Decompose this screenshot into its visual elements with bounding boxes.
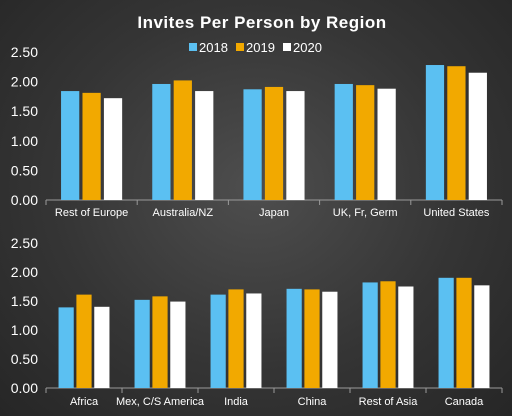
bar-2019-india [228,289,244,388]
y-tick-label: 2.50 [11,235,38,251]
x-tick-label: Australia/NZ [153,207,214,219]
bar-2020-australia-nz [195,91,214,200]
x-tick-label: Rest of Asia [359,396,419,408]
chart-title: Invites Per Person by Region [137,13,386,32]
bar-2019-rest-of-europe [82,92,101,200]
y-tick-label: 2.50 [11,44,38,60]
bar-2020-canada [474,285,490,388]
bar-2018-rest-of-asia [362,282,378,388]
bar-2020-china [322,291,338,388]
x-tick-label: Canada [445,396,484,408]
bar-2019-africa [76,294,92,388]
bar-2018-africa [58,307,74,388]
legend-swatch-2020 [283,43,291,51]
x-tick-label: Rest of Europe [55,207,128,219]
bar-2018-canada [438,277,454,388]
bar-2020-rest-of-europe [103,98,123,200]
bar-2020-india [246,293,262,388]
bar-2019-china [304,289,320,388]
bar-2019-uk-fr-germ [356,85,375,200]
y-tick-label: 0.00 [11,380,38,396]
legend-label-2019: 2019 [246,40,275,55]
y-tick-label: 1.50 [11,293,38,309]
x-tick-label: India [224,396,249,408]
legend-swatch-2018 [189,43,197,51]
bar-2020-japan [286,91,305,200]
y-tick-label: 1.00 [11,322,38,338]
bar-2020-rest-of-asia [398,286,414,388]
y-tick-label: 1.50 [11,103,38,119]
bar-2020-mex-c-s-america [170,301,186,388]
y-tick-label: 1.00 [11,133,38,149]
x-tick-label: China [298,396,328,408]
y-tick-label: 0.50 [11,351,38,367]
x-tick-label: Mex, C/S America [116,396,205,408]
bar-2018-mex-c-s-america [134,299,150,388]
bar-2019-united-states [447,66,466,201]
bar-2020-united-states [468,72,487,200]
bar-2018-uk-fr-germ [334,83,353,200]
x-tick-label: United States [423,207,490,219]
y-tick-label: 0.50 [11,162,38,178]
bar-2020-uk-fr-germ [377,88,396,200]
bar-2019-australia-nz [173,80,192,200]
y-tick-label: 2.00 [11,74,38,90]
bar-2020-africa [94,306,110,388]
bar-2018-australia-nz [152,83,171,200]
top-panel: 0.00 0.50 1.00 1.50 2.00 2.50 Rest of Europe Au… [11,44,503,219]
legend: 2018 2019 2020 [189,40,322,55]
bar-2018-india [210,294,226,388]
x-tick-label: UK, Fr, Germ [333,207,398,219]
bar-2018-rest-of-europe [61,91,80,200]
bar-2019-japan [264,86,284,200]
bottom-panel: 0.00 0.50 1.00 1.50 2.00 2.50 Africa Mex, C/S A… [11,235,503,408]
bar-2018-united-states [425,65,445,201]
x-tick-label: Japan [259,207,289,219]
bar-2018-japan [243,89,262,200]
y-tick-label: 2.00 [11,264,38,280]
legend-swatch-2019 [236,43,244,51]
y-tick-label: 0.00 [11,192,38,208]
legend-label-2020: 2020 [293,40,322,55]
bar-2018-china [286,288,302,388]
x-tick-label: Africa [70,396,99,408]
bar-2019-canada [456,277,472,388]
bar-2019-mex-c-s-america [152,296,168,388]
legend-label-2018: 2018 [199,40,228,55]
bar-2019-rest-of-asia [380,281,396,388]
